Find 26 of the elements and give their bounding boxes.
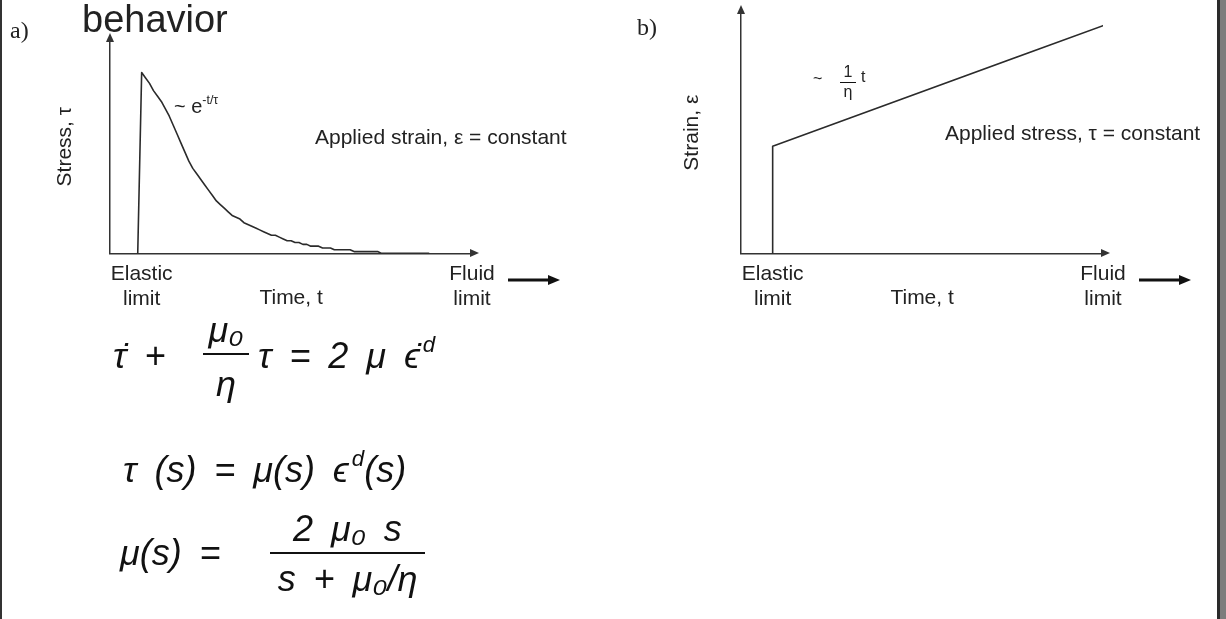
x-axis-title: Time, t xyxy=(890,285,954,309)
annotation: Applied stress, τ = constant xyxy=(945,120,1201,146)
text: behavior xyxy=(82,0,228,40)
x-tick-label: Elastic limit xyxy=(741,260,804,309)
text: 2 μ₀ s xyxy=(270,508,425,554)
y-axis-title: Strain, ε xyxy=(679,94,703,171)
x-axis-title: Time, t xyxy=(259,285,323,309)
annotation: ~ e$^{-t/τ}$ xyxy=(174,93,219,118)
text: η xyxy=(215,363,237,404)
text: τ̇ + xyxy=(113,335,166,377)
annotation: Applied strain, ε = constant xyxy=(315,124,567,150)
text: s + μ₀/η xyxy=(276,558,419,599)
text: τ (s) = μ(s) ϵ$^{d}$(s) xyxy=(123,446,407,491)
text: μ₀ xyxy=(203,309,249,355)
annotation: η xyxy=(842,83,854,100)
annotation: ~ xyxy=(813,69,823,89)
annotation: 1 xyxy=(840,63,856,83)
annotation: t xyxy=(861,67,866,87)
x-tick-label: Elastic limit xyxy=(110,260,173,309)
text: μ(s) = xyxy=(120,532,221,574)
y-axis-title: Stress, τ xyxy=(52,106,76,187)
x-tick-label: Fluid limit xyxy=(1080,260,1126,309)
text: τ = 2 μ ϵ̇$^{d}$ xyxy=(258,332,436,377)
x-tick-label: Fluid limit xyxy=(449,260,495,309)
chart-title: a) xyxy=(10,17,29,43)
chart-title: b) xyxy=(637,14,657,40)
